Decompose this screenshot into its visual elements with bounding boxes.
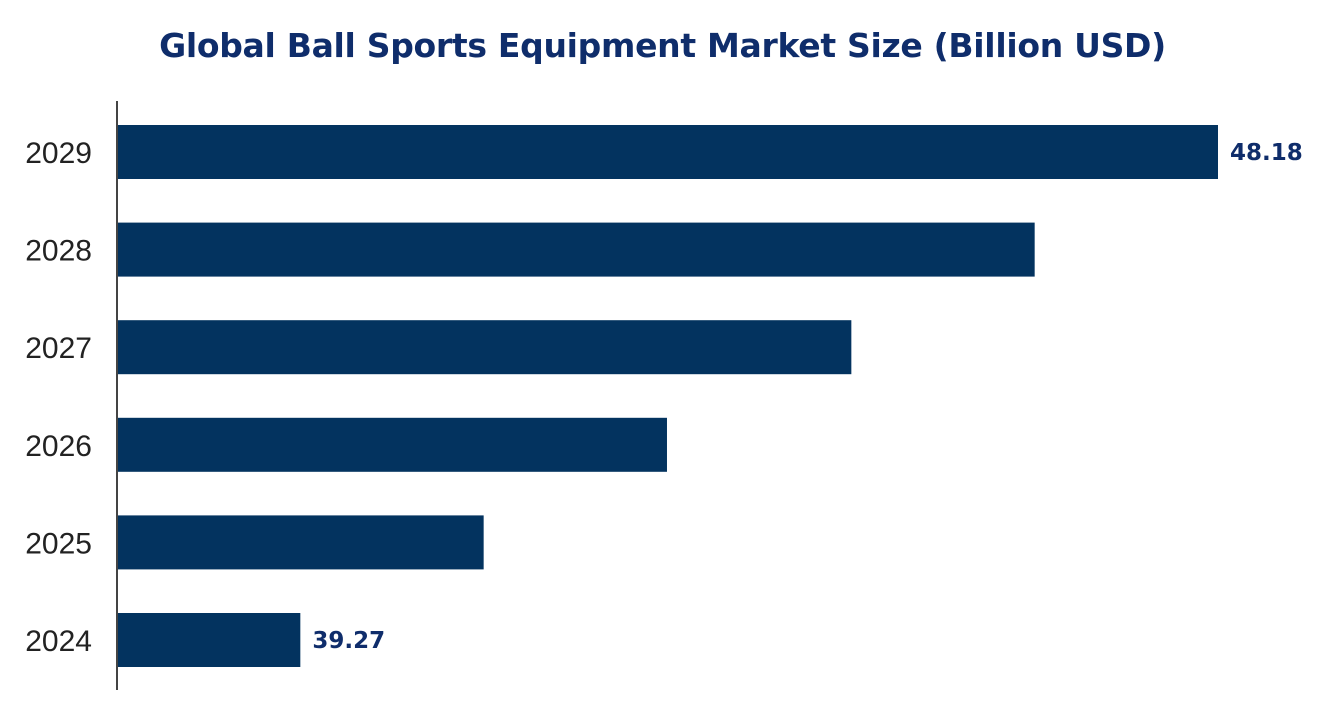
bar-2024	[117, 613, 301, 667]
data-label-2024: 39.27	[312, 628, 385, 654]
y-tick-label-2029: 2029	[25, 137, 92, 170]
chart-title: Global Ball Sports Equipment Market Size…	[159, 26, 1166, 65]
y-tick-label-2026: 2026	[25, 430, 92, 463]
y-tick-label-2025: 2025	[25, 527, 92, 560]
bar-2029	[117, 125, 1218, 179]
data-label-2029: 48.18	[1230, 140, 1303, 166]
bar-2025	[117, 515, 484, 570]
bar-2027	[117, 320, 852, 375]
bar-2028	[117, 222, 1035, 277]
y-tick-label-2027: 2027	[25, 332, 92, 365]
y-tick-label-2028: 2028	[25, 235, 92, 268]
y-tick-label-2024: 2024	[25, 625, 92, 658]
bar-2026	[117, 417, 667, 472]
